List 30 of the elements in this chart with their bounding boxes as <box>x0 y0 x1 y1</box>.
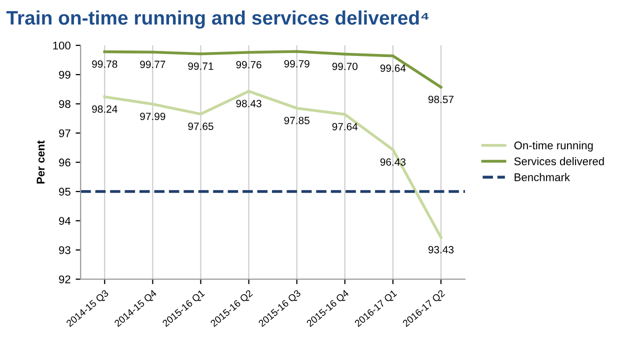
legend-label: Benchmark <box>514 173 570 182</box>
data-label: 99.70 <box>332 62 358 70</box>
y-tick-label: 97 <box>59 129 70 138</box>
y-tick-label: 95 <box>59 188 70 196</box>
y-axis-title: Per cent <box>36 140 45 184</box>
data-label: 96.43 <box>380 158 406 166</box>
y-tick-label: 99 <box>59 70 70 79</box>
data-label: 97.64 <box>332 122 358 130</box>
data-label: 98.24 <box>92 105 118 113</box>
data-label: 99.78 <box>92 60 118 68</box>
y-tick-label: 100 <box>53 42 70 50</box>
y-tick-label: 96 <box>59 158 70 166</box>
data-label: 93.43 <box>428 246 454 254</box>
legend-label: On-time running <box>514 141 593 152</box>
y-tick-label: 94 <box>59 217 71 225</box>
data-label: 99.79 <box>284 60 310 68</box>
legend-label: Services delivered <box>514 157 604 166</box>
data-label: 99.64 <box>380 64 406 72</box>
data-label: 97.85 <box>284 116 310 124</box>
chart-title: Train on-time running and services delivered⁴ <box>6 10 429 29</box>
data-label: 97.99 <box>140 112 166 120</box>
data-label: 99.77 <box>140 60 166 68</box>
data-label: 99.76 <box>236 60 262 68</box>
y-tick-label: 93 <box>59 246 70 254</box>
data-label: 98.43 <box>236 100 262 108</box>
data-label: 98.57 <box>428 96 454 104</box>
y-tick-label: 92 <box>59 275 70 284</box>
data-label: 97.65 <box>188 122 214 130</box>
y-tick-label: 98 <box>59 100 70 108</box>
data-label: 99.71 <box>188 62 214 70</box>
